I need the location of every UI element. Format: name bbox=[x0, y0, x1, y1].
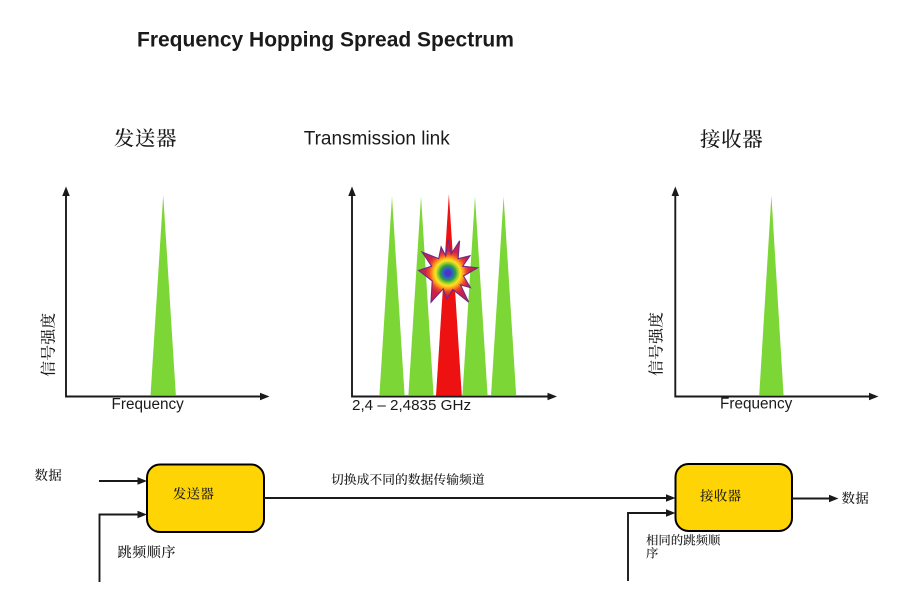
svg-text:2,4 – 2,4835 GHz: 2,4 – 2,4835 GHz bbox=[352, 397, 471, 414]
svg-text:Frequency: Frequency bbox=[720, 396, 793, 413]
svg-text:Frequency: Frequency bbox=[112, 396, 185, 413]
svg-text:Frequency Hopping Spread Spect: Frequency Hopping Spread Spectrum bbox=[137, 29, 514, 52]
svg-text:Transmission link: Transmission link bbox=[304, 129, 451, 150]
